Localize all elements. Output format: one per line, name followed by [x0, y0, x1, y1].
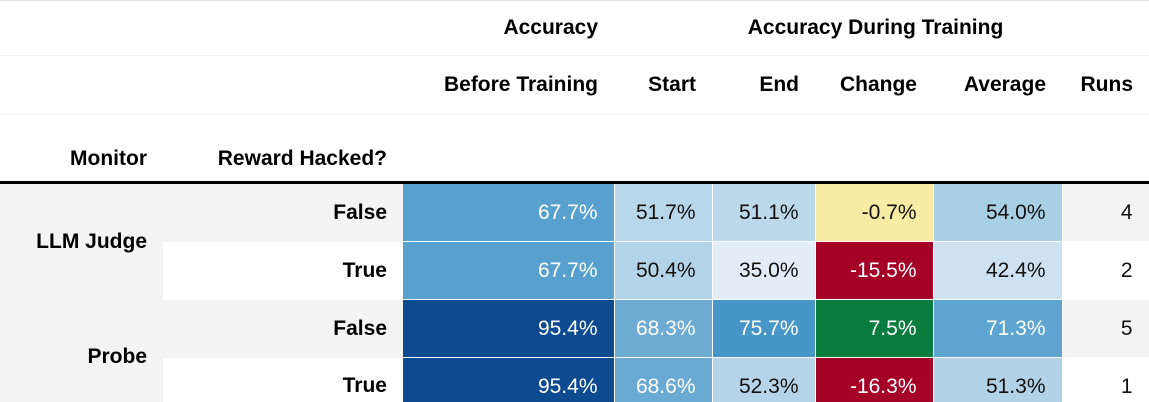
value-cell-end: 35.0%: [712, 241, 816, 300]
col-group-accuracy-during-training: Accuracy During Training: [614, 0, 1149, 56]
monitor-label: LLM Judge: [0, 182, 163, 300]
col-header-before-training: Before Training: [403, 55, 614, 115]
value-cell-start: 68.3%: [614, 299, 713, 358]
table-header: Accuracy Accuracy During Training Before…: [0, 0, 1149, 183]
value-cell-end: 52.3%: [712, 357, 816, 402]
value-cell-average: 42.4%: [933, 241, 1063, 300]
value-cell-runs: 2: [1062, 241, 1149, 300]
index-header-reward-hacked: Reward Hacked?: [163, 114, 403, 183]
col-header-end: End: [712, 55, 815, 115]
value-cell-start: 51.7%: [614, 182, 713, 242]
value-cell-change: -16.3%: [815, 357, 934, 402]
column-group-row: Accuracy Accuracy During Training: [0, 0, 1149, 56]
value-cell-end: 51.1%: [712, 182, 816, 242]
col-group-accuracy: Accuracy: [403, 0, 614, 56]
value-cell-average: 51.3%: [933, 357, 1063, 402]
header-spacer: [0, 55, 403, 115]
index-name-row: Monitor Reward Hacked?: [0, 114, 1149, 183]
value-cell-runs: 1: [1062, 357, 1149, 402]
reward-hacked-label: False: [163, 299, 403, 358]
table-row: LLM Judge False 67.7% 51.7% 51.1% -0.7% 54.0% 4: [0, 182, 1149, 300]
table-body: LLM Judge False 67.7% 51.7% 51.1% -0.7% 54.0% 4…: [0, 182, 1149, 402]
reward-hacked-label: False: [163, 182, 403, 242]
index-header-monitor: Monitor: [0, 114, 163, 183]
value-cell-end: 75.7%: [712, 299, 816, 358]
col-header-average: Average: [933, 55, 1062, 115]
value-cell-before-training: 95.4%: [403, 299, 615, 358]
value-cell-change: -15.5%: [815, 241, 934, 300]
table-row: True 95.4% 68.6% 52.3% -16.3% 51.3% 1: [0, 357, 1149, 402]
value-cell-average: 71.3%: [933, 299, 1063, 358]
value-cell-runs: 4: [1062, 182, 1149, 242]
value-cell-average: 54.0%: [933, 182, 1063, 242]
value-cell-before-training: 95.4%: [403, 357, 615, 402]
value-cell-start: 68.6%: [614, 357, 713, 402]
reward-hacked-label: True: [163, 357, 403, 402]
col-header-runs: Runs: [1062, 55, 1149, 115]
value-cell-before-training: 67.7%: [403, 182, 615, 242]
col-header-start: Start: [614, 55, 712, 115]
value-cell-change: 7.5%: [815, 299, 934, 358]
reward-hacked-label: True: [163, 241, 403, 300]
table-row: Probe False 95.4% 68.3% 75.7% 7.5% 71.3% 5: [0, 299, 1149, 402]
header-spacer: [0, 0, 403, 56]
column-header-row: Before Training Start End Change Average…: [0, 55, 1149, 115]
value-cell-before-training: 67.7%: [403, 241, 615, 300]
value-cell-runs: 5: [1062, 299, 1149, 358]
value-cell-start: 50.4%: [614, 241, 713, 300]
table-row: True 67.7% 50.4% 35.0% -15.5% 42.4% 2: [0, 241, 1149, 300]
monitor-label: Probe: [0, 299, 163, 402]
col-header-change: Change: [815, 55, 933, 115]
value-cell-change: -0.7%: [815, 182, 934, 242]
header-spacer: [403, 114, 1149, 183]
